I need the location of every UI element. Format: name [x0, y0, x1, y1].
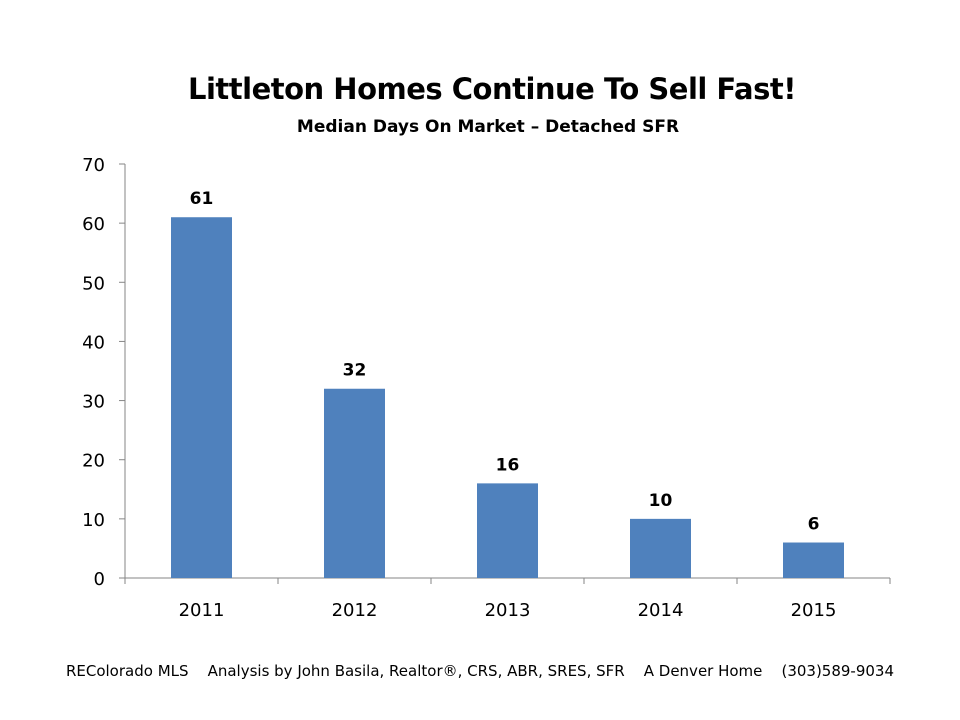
y-tick-label: 10	[82, 510, 105, 531]
y-tick-label: 20	[82, 451, 105, 472]
x-tick-label: 2012	[332, 600, 378, 621]
y-tick-label: 30	[82, 392, 105, 413]
bars	[171, 217, 844, 578]
data-label-2015: 6	[808, 515, 820, 535]
chart-subtitle: Median Days On Market – Detached SFR	[296, 117, 680, 137]
x-tick-label: 2015	[791, 600, 837, 621]
bar-2012	[324, 388, 385, 578]
bar-2014	[630, 518, 691, 578]
data-label-2011: 61	[190, 189, 214, 209]
bar-2013	[477, 483, 538, 578]
y-tick-label: 60	[82, 214, 105, 235]
data-label-2013: 16	[496, 455, 520, 475]
bar-2015	[783, 542, 844, 578]
data-labels: 61 32 16 10 6	[190, 189, 820, 534]
y-tick-label: 70	[82, 155, 105, 176]
y-tick-label: 50	[82, 273, 105, 294]
y-axis: 0 10 20 30 40 50 60 70	[82, 155, 126, 590]
data-label-2014: 10	[649, 491, 673, 511]
data-label-2012: 32	[343, 361, 367, 381]
x-tick-label: 2011	[179, 600, 225, 621]
y-tick-label: 0	[94, 569, 105, 590]
bar-2011	[171, 217, 232, 578]
x-tick-label: 2014	[638, 600, 684, 621]
x-tick-label: 2013	[485, 600, 531, 621]
footer-credit: REColorado MLS Analysis by John Basila, …	[65, 662, 895, 680]
x-axis: 2011 2012 2013 2014 2015	[124, 577, 891, 621]
chart-title: Littleton Homes Continue To Sell Fast!	[188, 72, 796, 106]
y-tick-label: 40	[82, 332, 105, 353]
